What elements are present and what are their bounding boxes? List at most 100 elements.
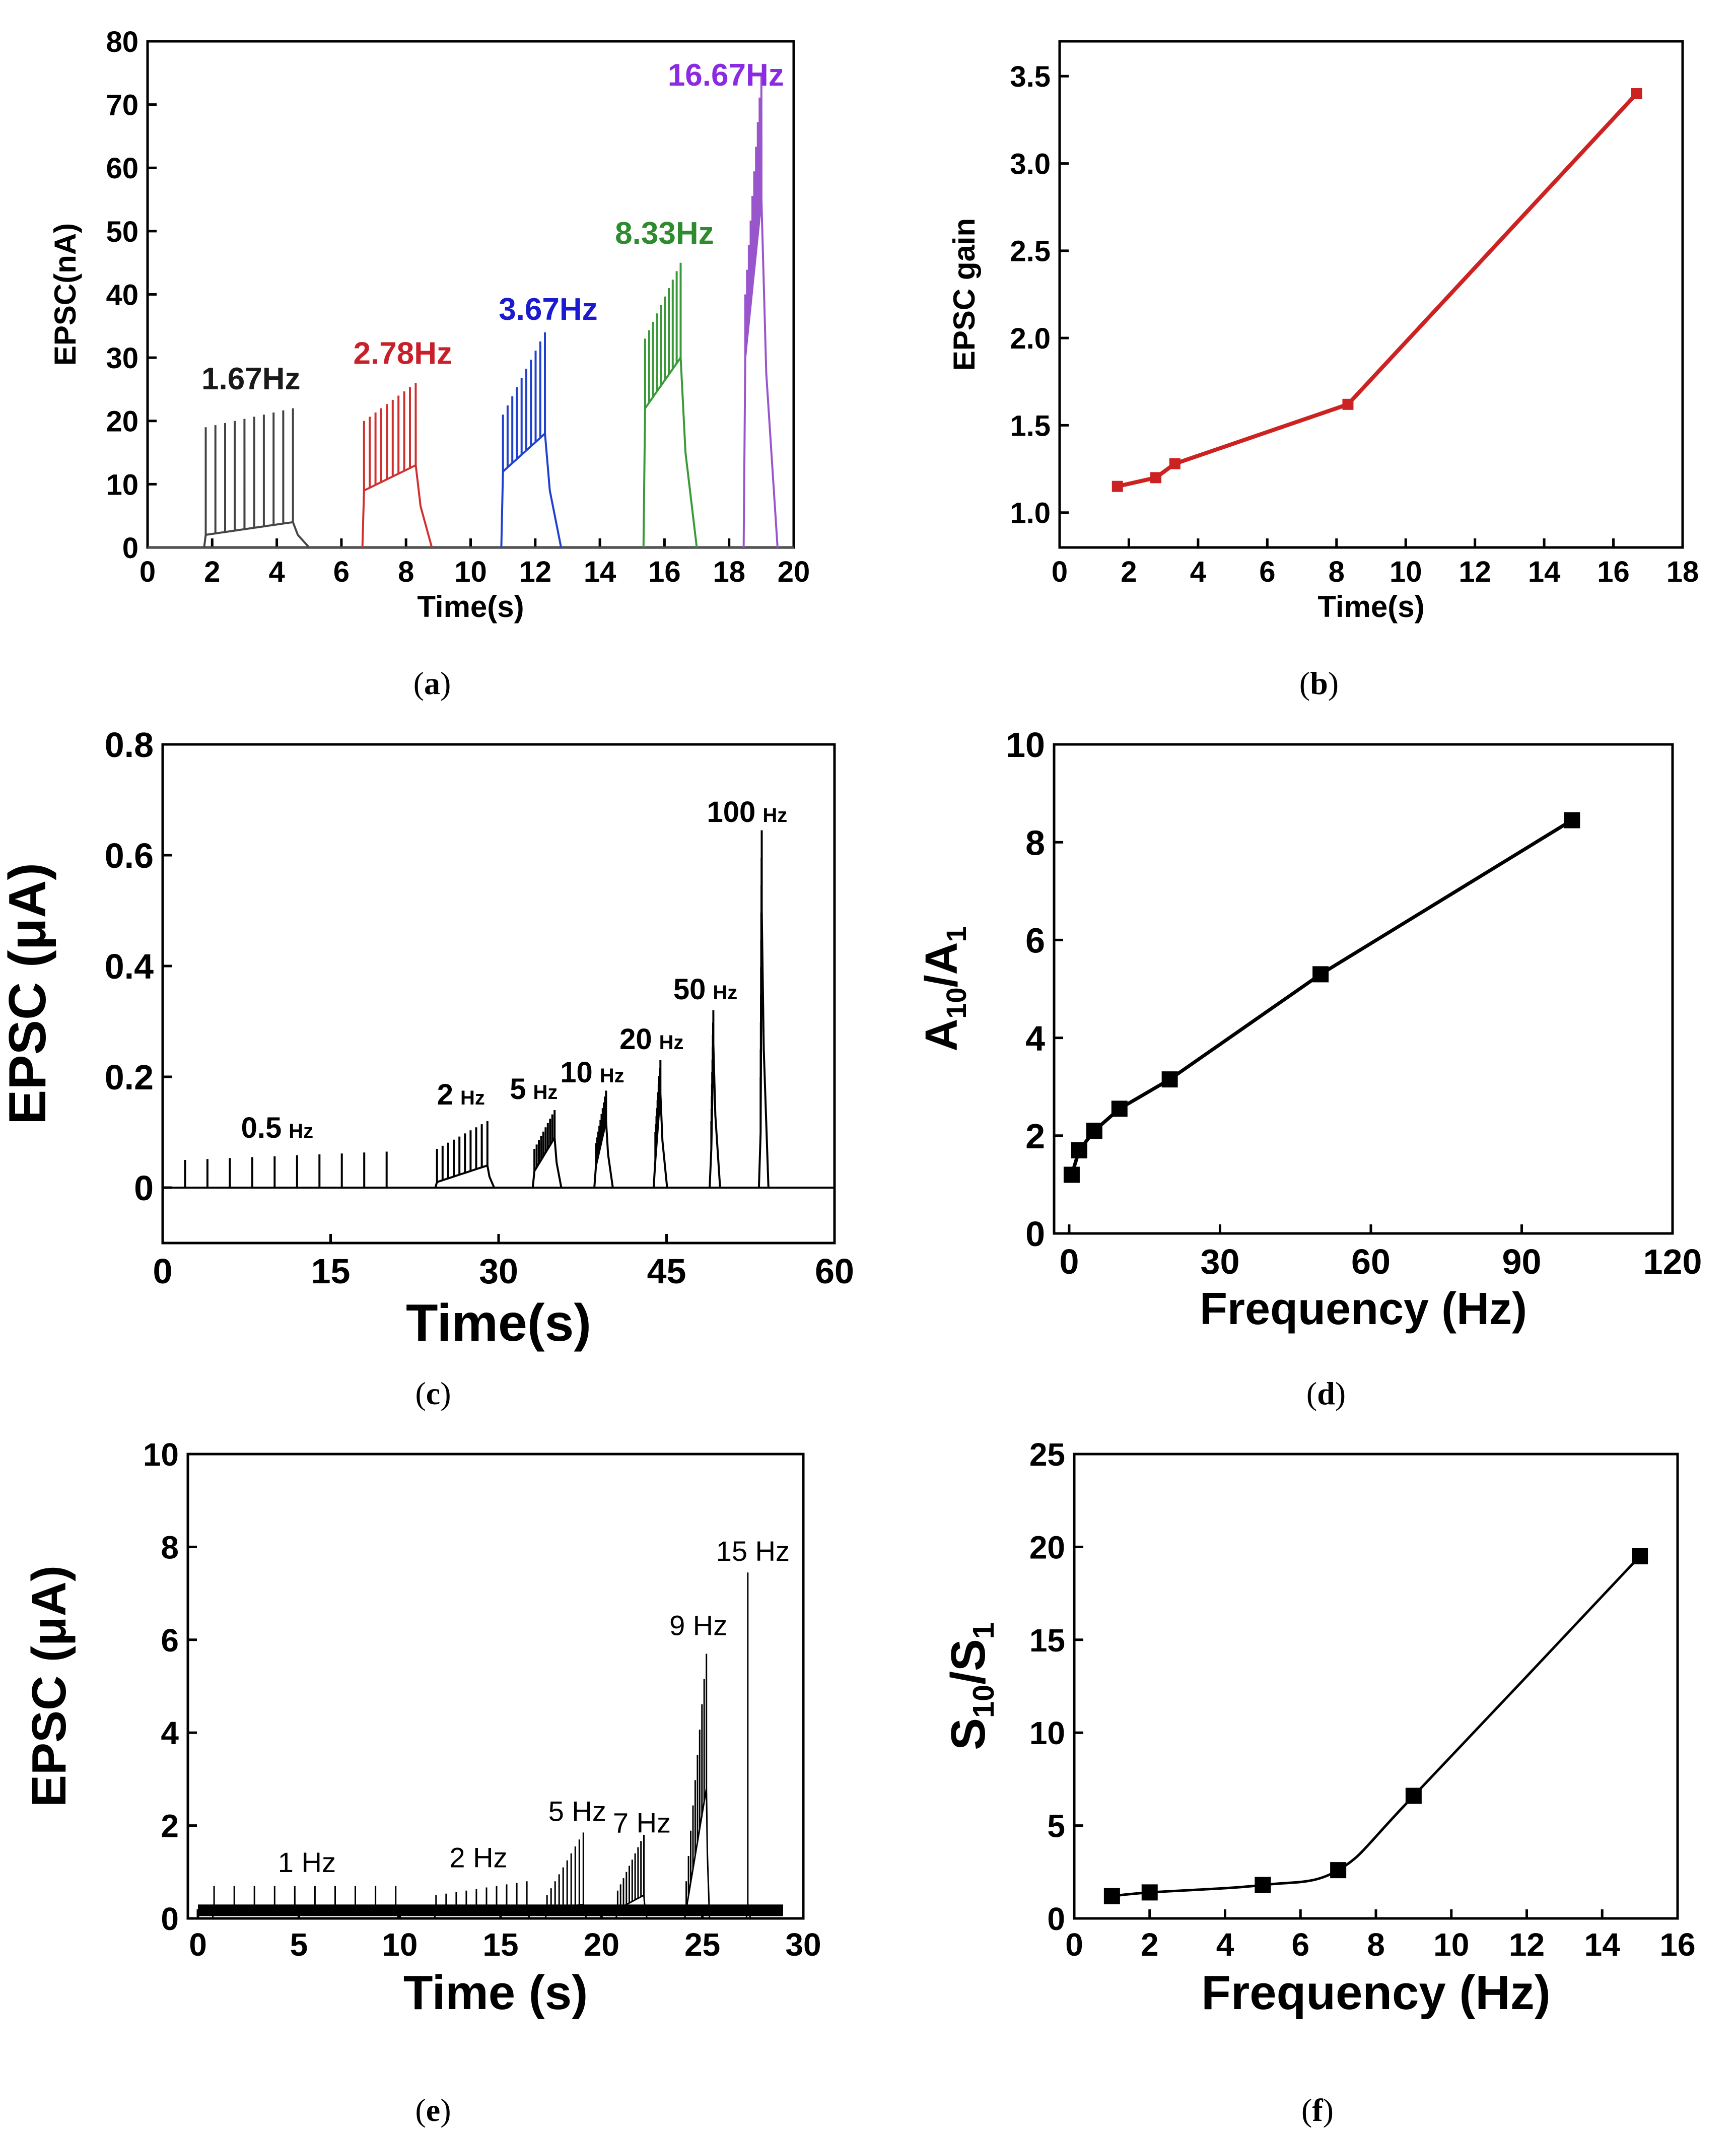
x-tick-label: 6 xyxy=(333,556,350,588)
y-tick-label: 0.2 xyxy=(105,1058,154,1097)
series-label: 10 Hz xyxy=(560,1056,624,1089)
x-tick-label: 30 xyxy=(479,1252,518,1291)
data-point xyxy=(1071,1142,1087,1158)
y-tick-label: 80 xyxy=(106,26,138,58)
series-label: 1 Hz xyxy=(278,1846,336,1878)
x-tick-label: 14 xyxy=(1528,556,1561,588)
y-tick-label: 0 xyxy=(1025,1214,1045,1254)
y-tick-label: 2 xyxy=(1025,1117,1045,1156)
y-tick-label: 2.5 xyxy=(1010,235,1051,268)
x-axis-label: Time(s) xyxy=(1317,590,1424,624)
series-1-hz xyxy=(212,1886,400,1919)
baseline-band xyxy=(198,1904,783,1916)
x-tick-label: 0 xyxy=(1052,556,1068,588)
data-point xyxy=(1063,1166,1080,1183)
x-tick-label: 8 xyxy=(398,556,414,588)
y-label-main: S xyxy=(941,1718,995,1750)
x-tick-label: 0 xyxy=(189,1926,207,1963)
data-point xyxy=(1342,398,1354,410)
y-tick-label: 2 xyxy=(161,1808,179,1844)
panel-caption: (d) xyxy=(1306,1375,1346,1411)
data-point xyxy=(1631,88,1642,99)
series-10-hz xyxy=(593,1090,614,1188)
x-tick-label: 0 xyxy=(1059,1242,1079,1281)
y-axis-label: EPSC (μA) xyxy=(22,1565,76,1807)
y-tick-label: 10 xyxy=(143,1436,179,1473)
y-axis-label: A10/A1 xyxy=(917,926,972,1051)
data-point xyxy=(1312,966,1329,983)
data-point xyxy=(1086,1123,1102,1139)
x-tick-label: 20 xyxy=(778,556,810,588)
y-tick-label: 50 xyxy=(106,216,138,248)
series-5-hz xyxy=(531,1110,563,1188)
series-label: 2 Hz xyxy=(449,1842,507,1874)
y-tick-label: 8 xyxy=(161,1529,179,1565)
y-tick-label: 4 xyxy=(161,1715,179,1751)
y-label-sub: 10 xyxy=(966,1685,1000,1718)
x-tick-label: 15 xyxy=(482,1926,518,1963)
x-tick-label: 30 xyxy=(1201,1242,1240,1281)
series-5-hz xyxy=(544,1832,587,1919)
series-line xyxy=(1117,92,1638,489)
x-tick-label: 4 xyxy=(1216,1926,1234,1963)
data-point xyxy=(1112,480,1123,492)
y-label-mid: /S xyxy=(941,1639,995,1685)
x-tick-label: 60 xyxy=(1351,1242,1391,1281)
data-point xyxy=(1330,1862,1347,1879)
y-tick-label: 5 xyxy=(1047,1808,1065,1844)
series-line xyxy=(1070,818,1573,1176)
x-axis-label: Frequency (Hz) xyxy=(1201,1966,1550,2020)
y-label-sub: 1 xyxy=(966,1622,1000,1639)
y-axis-label: S10/S1 xyxy=(941,1622,1000,1750)
x-tick-label: 16 xyxy=(1597,556,1630,588)
panel-caption: (a) xyxy=(413,665,451,701)
series-label: 2 Hz xyxy=(437,1078,485,1111)
y-tick-label: 60 xyxy=(106,152,138,185)
x-tick-label: 0 xyxy=(153,1252,173,1291)
y-tick-label: 8 xyxy=(1025,823,1045,862)
series-15-hz xyxy=(745,1572,752,1919)
y-tick-label: 15 xyxy=(1029,1622,1065,1659)
series-label: 16.67Hz xyxy=(668,58,784,93)
x-tick-label: 6 xyxy=(1291,1926,1309,1963)
series-label: 8.33Hz xyxy=(615,216,714,251)
x-tick-label: 10 xyxy=(454,556,487,588)
series-1-67hz xyxy=(203,408,310,548)
x-tick-label: 2 xyxy=(1121,556,1137,588)
x-tick-label: 12 xyxy=(1509,1926,1545,1963)
x-tick-label: 14 xyxy=(584,556,616,588)
series-label: 9 Hz xyxy=(669,1610,727,1641)
y-tick-label: 0.4 xyxy=(105,947,154,986)
plot-frame-d xyxy=(1053,743,1674,1235)
x-tick-label: 25 xyxy=(684,1926,720,1963)
y-tick-label: 20 xyxy=(106,405,138,438)
data-point xyxy=(1103,1888,1120,1904)
panel-caption: (e) xyxy=(415,2092,451,2128)
x-tick-label: 14 xyxy=(1584,1926,1621,1963)
x-tick-label: 18 xyxy=(713,556,745,588)
x-axis-label: Time (s) xyxy=(403,1966,588,2020)
x-tick-label: 12 xyxy=(1459,556,1491,588)
x-tick-label: 2 xyxy=(204,556,220,588)
x-tick-label: 0 xyxy=(140,556,156,588)
y-tick-label: 25 xyxy=(1029,1436,1065,1473)
y-tick-label: 70 xyxy=(106,89,138,122)
x-tick-label: 20 xyxy=(584,1926,619,1963)
y-tick-label: 1.0 xyxy=(1010,497,1051,530)
x-tick-label: 5 xyxy=(290,1926,308,1963)
y-tick-label: 3.0 xyxy=(1010,148,1051,180)
y-tick-label: 0 xyxy=(122,532,138,565)
panel-caption: (c) xyxy=(415,1375,451,1411)
y-tick-label: 1.5 xyxy=(1010,409,1051,442)
x-axis-label: Frequency (Hz) xyxy=(1200,1284,1527,1334)
x-tick-label: 45 xyxy=(647,1252,686,1291)
x-tick-label: 10 xyxy=(382,1926,418,1963)
series-16-67hz xyxy=(742,73,779,548)
series-2-hz xyxy=(434,1121,495,1188)
panel-b: 0 2 4 6 8 10 12 14 16 18 1.0 1.5 2.0 2.5 3.0 3.5 Time(s)… xyxy=(947,40,1699,701)
series-label: 20 Hz xyxy=(619,1023,683,1056)
series-label: 100 Hz xyxy=(707,796,788,829)
y-label-sub: 10 xyxy=(940,987,972,1018)
series-0-5-hz xyxy=(183,1151,393,1189)
